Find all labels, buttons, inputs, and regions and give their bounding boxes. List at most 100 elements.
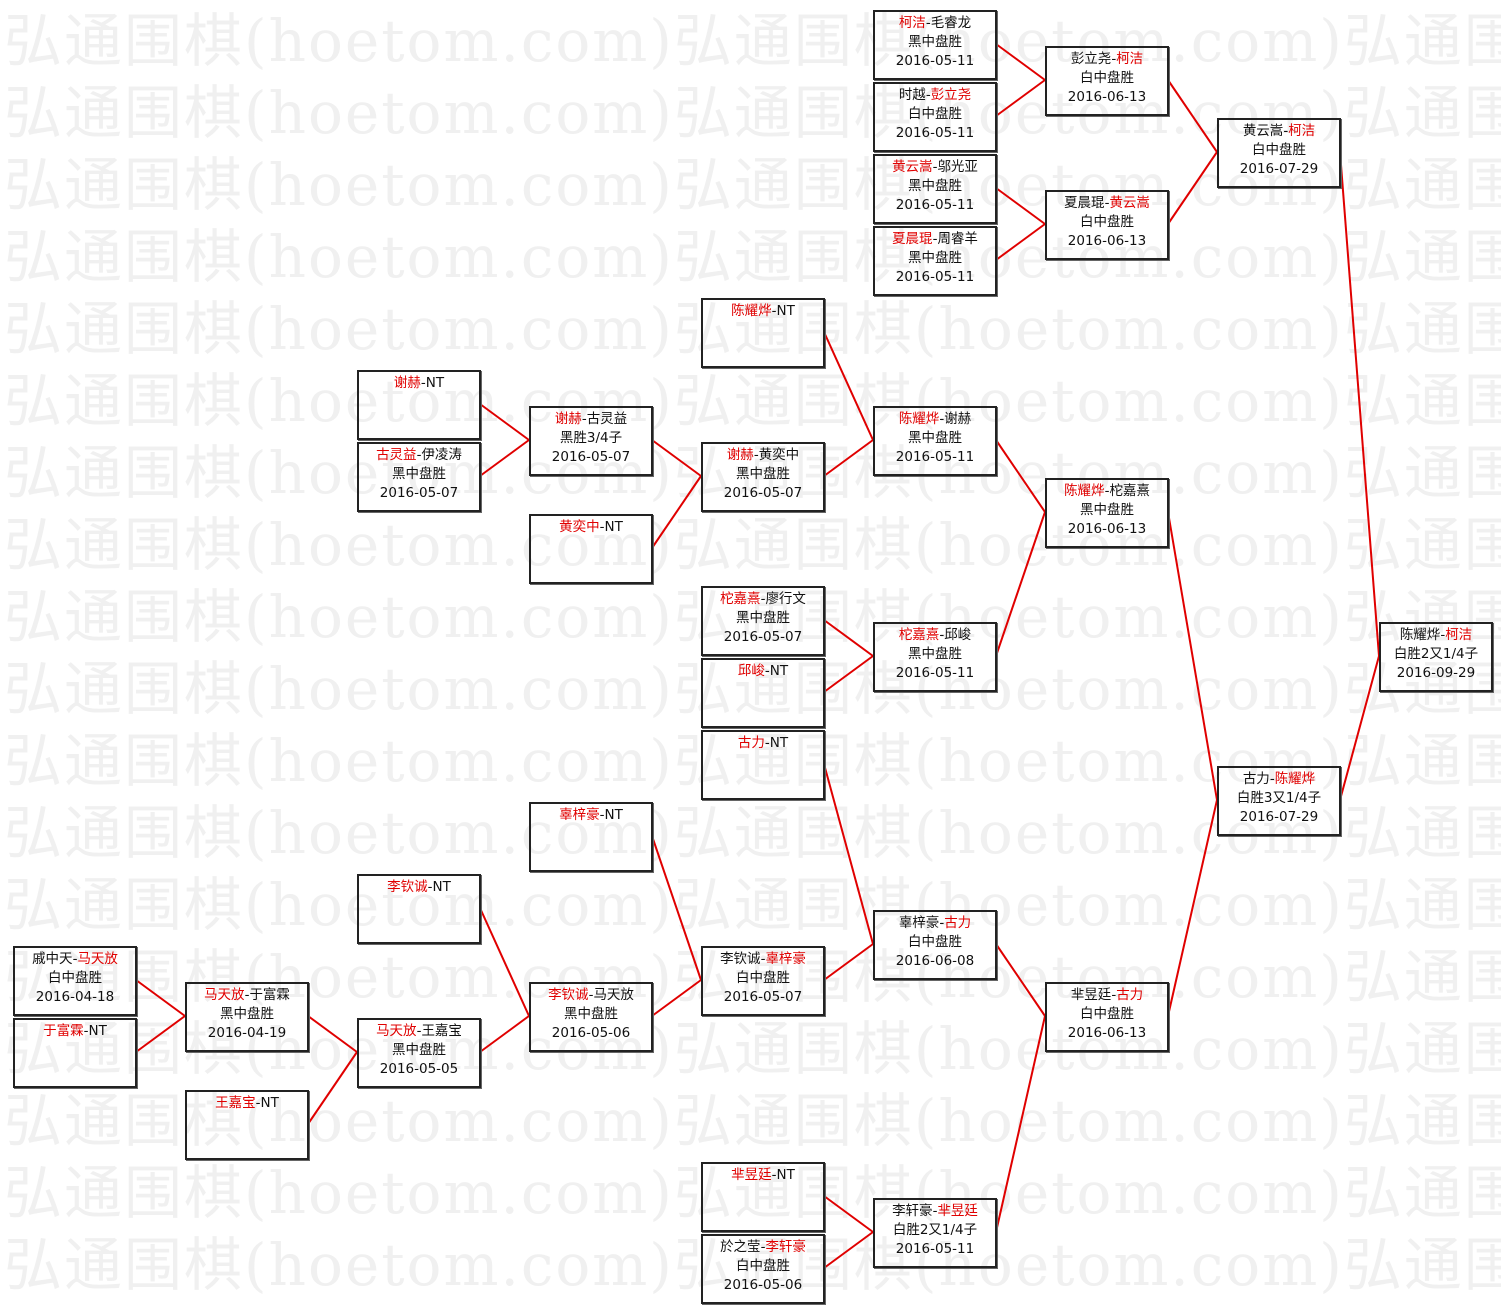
match-players: 於之莹-李轩豪 (703, 1238, 823, 1257)
match-box: 古力-NT (701, 730, 825, 800)
separator: - (244, 987, 250, 1003)
match-result: 白中盘胜 (48, 970, 102, 986)
winner-name: 芈昱廷 (937, 1203, 978, 1219)
match-date: 2016-05-05 (379, 1061, 459, 1077)
player-name: NT (88, 1023, 107, 1039)
match-result: 黑胜3/4子 (559, 430, 623, 446)
winner-name: 邱峻 (737, 663, 765, 679)
match-box: 於之莹-李轩豪 白中盘胜 2016-05-06 (701, 1234, 825, 1304)
match-players: 李轩豪-芈昱廷 (875, 1202, 995, 1221)
match-players: 古力-陈耀烨 (1219, 770, 1339, 789)
match-box: 柁嘉熹-邱峻 黑中盘胜 2016-05-11 (873, 622, 997, 692)
match-players: 谢赫-古灵益 (531, 410, 651, 429)
match-players: 古灵益-伊凌涛 (359, 446, 479, 465)
match-box: 黄奕中-NT (529, 514, 653, 584)
match-box: 古灵益-伊凌涛 黑中盘胜 2016-05-07 (357, 442, 481, 512)
match-players: 陈耀烨-柯洁 (1381, 626, 1491, 645)
separator: - (588, 987, 594, 1003)
match-date: 2016-05-07 (379, 485, 459, 501)
separator: - (932, 1203, 938, 1219)
match-box: 谢赫-古灵益 黑胜3/4子 2016-05-07 (529, 406, 653, 476)
match-date (703, 772, 823, 791)
winner-name: 夏晨琨 (892, 231, 933, 247)
match-result: 黑中盘胜 (736, 610, 790, 626)
winner-name: 古灵益 (376, 447, 417, 463)
match-players: 戚中天-马天放 (15, 950, 135, 969)
match-players: 柁嘉熹-廖行文 (703, 590, 823, 609)
match-result: 黑中盘胜 (908, 430, 962, 446)
match-date: 2016-05-11 (895, 1241, 975, 1257)
bracket-connector-line (823, 439, 874, 477)
match-result: 黑中盘胜 (908, 250, 962, 266)
bracket-connector-line (995, 223, 1046, 261)
match-players: 黄云嵩-邬光亚 (875, 158, 995, 177)
match-date: 2016-05-06 (723, 1277, 803, 1293)
bracket-connector-line (823, 655, 874, 693)
separator: - (1440, 627, 1446, 643)
bracket-connector-line (651, 979, 702, 1017)
match-players: 时越-彭立尧 (875, 86, 995, 105)
winner-name: 陈耀烨 (1064, 483, 1105, 499)
player-name: 古力 (1242, 771, 1270, 787)
player-name: 谢赫 (944, 411, 972, 427)
match-players: 芈昱廷-NT (703, 1166, 823, 1185)
winner-name: 谢赫 (554, 411, 582, 427)
match-result: 白胜2又1/4子 (1393, 646, 1479, 662)
match-players: 辜梓豪-古力 (875, 914, 995, 933)
bracket-connector-line (1339, 655, 1380, 801)
separator: - (83, 1023, 89, 1039)
match-players: 陈耀烨-谢赫 (875, 410, 995, 429)
player-name: NT (425, 375, 445, 391)
match-date: 2016-05-11 (895, 53, 975, 69)
match-box: 黄云嵩-柯洁 白中盘胜 2016-07-29 (1217, 118, 1341, 188)
match-result: 白中盘胜 (1080, 1006, 1134, 1022)
match-players: 古力-NT (703, 734, 823, 753)
separator: - (427, 879, 433, 895)
player-name: NT (260, 1095, 279, 1111)
player-name: 廖行文 (765, 591, 806, 607)
match-box: 王嘉宝-NT (185, 1090, 309, 1160)
match-players: 王嘉宝-NT (187, 1094, 307, 1113)
match-result (531, 825, 651, 844)
match-date (15, 1060, 135, 1079)
match-box: 戚中天-马天放 白中盘胜 2016-04-18 (13, 946, 137, 1016)
bracket-connector-line (1339, 151, 1380, 657)
winner-name: 古力 (944, 915, 972, 931)
bracket-connector-line (823, 619, 874, 657)
separator: - (925, 15, 931, 31)
match-date: 2016-05-07 (723, 989, 803, 1005)
match-result: 白中盘胜 (736, 970, 790, 986)
player-name: 邬光亚 (937, 159, 978, 175)
bracket-connector-line (307, 1015, 358, 1053)
player-name: 毛睿龙 (930, 15, 972, 31)
separator: - (1104, 195, 1110, 211)
match-result: 黑中盘胜 (1080, 502, 1134, 518)
match-result: 白中盘胜 (736, 1258, 790, 1274)
player-name: NT (604, 807, 623, 823)
separator: - (753, 447, 759, 463)
match-date (703, 700, 823, 719)
match-result (703, 753, 823, 772)
separator: - (416, 1023, 422, 1039)
player-name: 黄云嵩 (1242, 123, 1284, 139)
match-result: 白中盘胜 (1080, 70, 1134, 86)
match-date: 2016-05-07 (551, 449, 631, 465)
match-players: 于富霖-NT (15, 1022, 135, 1041)
bracket-connector-line (1167, 151, 1218, 225)
match-players: 柯洁-毛睿龙 (875, 14, 995, 33)
match-result: 白中盘胜 (1252, 142, 1306, 158)
match-date: 2016-07-29 (1239, 161, 1319, 177)
bracket-connector-line (823, 763, 874, 945)
separator: - (416, 447, 422, 463)
match-date (359, 916, 479, 935)
match-date (531, 556, 651, 575)
match-date: 2016-05-07 (723, 485, 803, 501)
separator: - (771, 303, 777, 319)
winner-name: 柁嘉熹 (720, 591, 761, 607)
match-date: 2016-04-18 (35, 989, 115, 1005)
winner-name: 李轩豪 (765, 1239, 806, 1255)
match-players: 马天放-于富霖 (187, 986, 307, 1005)
player-name: 时越 (898, 87, 926, 103)
match-result: 黑中盘胜 (564, 1006, 618, 1022)
player-name: 王嘉宝 (421, 1023, 462, 1039)
